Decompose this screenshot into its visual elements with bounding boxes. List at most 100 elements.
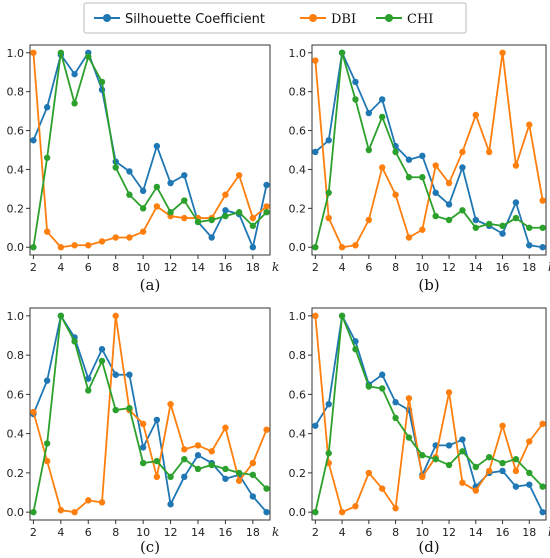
data-point-dbi [472, 487, 479, 494]
data-point-dbi [181, 446, 188, 453]
data-point-chi [419, 452, 426, 459]
data-point-dbi [392, 505, 399, 512]
data-point-silhouette-coefficient [432, 189, 439, 196]
data-point-chi [459, 448, 466, 455]
data-point-dbi [85, 242, 92, 249]
x-axis-label: k [272, 525, 279, 539]
data-point-chi [98, 78, 106, 86]
x-tick-label: 4 [339, 526, 346, 539]
data-point-chi [208, 461, 215, 469]
series-line-dbi [314, 315, 544, 514]
x-tick-label: 14 [191, 526, 205, 539]
data-point-dbi [181, 214, 188, 222]
chart-panel-d: 0.0 0.2 0.4 0.6 0.8 1.0 2 4 6 8 10 12 14 16 18 k (d) [289, 307, 550, 556]
chart-panel-c: 0.0 0.2 0.4 0.6 0.8 1.0 2 4 6 8 10 12 14 16 18 k (c) [7, 307, 279, 556]
data-point-chi [85, 53, 92, 60]
data-point-dbi [405, 234, 413, 241]
data-point-silhouette-coefficient [352, 78, 359, 86]
y-tick-label: 1.0 [7, 47, 25, 60]
data-point-silhouette-coefficient [539, 508, 546, 516]
data-point-dbi [43, 457, 51, 465]
data-point-dbi [167, 400, 174, 408]
data-point-chi [325, 189, 332, 196]
data-point-chi [98, 357, 106, 365]
data-point-silhouette-coefficient [71, 70, 78, 78]
data-point-silhouette-coefficient [181, 172, 188, 179]
data-point-chi [249, 222, 257, 230]
data-point-silhouette-coefficient [249, 244, 257, 251]
data-point-silhouette-coefficient [325, 400, 332, 408]
x-tick-label: 12 [164, 261, 178, 274]
series-line-dbi [32, 314, 268, 514]
data-point-chi [419, 174, 426, 181]
y-tick-label: 0.6 [289, 125, 307, 138]
data-point-silhouette-coefficient [312, 422, 319, 429]
data-point-chi [352, 96, 359, 103]
data-point-silhouette-coefficient [325, 137, 332, 144]
data-point-chi [194, 465, 202, 473]
data-point-dbi [352, 242, 359, 249]
data-point-silhouette-coefficient [459, 164, 466, 171]
data-point-dbi [98, 238, 106, 245]
data-point-chi [338, 312, 346, 320]
x-tick-label: 12 [442, 526, 456, 539]
legend: Silhouette Coefficient DBI CHI [83, 2, 467, 34]
data-point-chi [526, 469, 533, 477]
data-point-dbi [539, 420, 546, 428]
data-point-dbi [71, 242, 78, 249]
data-point-dbi [539, 197, 546, 204]
data-point-silhouette-coefficient [392, 399, 399, 406]
legend-marker-dbi [309, 14, 317, 22]
x-tick-label: 18 [522, 526, 536, 539]
x-axis-label: k [548, 260, 550, 274]
data-point-silhouette-coefficient [222, 207, 229, 214]
y-tick-label: 0.2 [7, 202, 25, 215]
plot-frame [29, 44, 271, 256]
data-point-silhouette-coefficient [112, 371, 119, 378]
x-tick-label: 18 [522, 261, 536, 274]
data-point-silhouette-coefficient [139, 187, 147, 195]
data-point-dbi [139, 228, 147, 235]
data-point-dbi [85, 497, 92, 504]
data-point-dbi [263, 426, 270, 433]
legend-box [83, 2, 467, 34]
data-point-chi [392, 148, 399, 156]
data-point-silhouette-coefficient [405, 156, 413, 163]
data-point-silhouette-coefficient [98, 346, 106, 353]
data-point-dbi [419, 473, 426, 481]
data-point-chi [126, 191, 133, 198]
data-point-dbi [419, 226, 426, 233]
data-point-chi [432, 212, 439, 220]
data-point-dbi [249, 459, 257, 467]
data-point-dbi [365, 469, 373, 477]
data-point-chi [85, 387, 92, 394]
data-point-chi [263, 209, 270, 216]
data-point-silhouette-coefficient [194, 452, 202, 459]
data-point-dbi [263, 203, 270, 210]
data-point-chi [512, 455, 520, 463]
panel-caption: (c) [140, 538, 160, 556]
plot-frame [29, 307, 271, 521]
data-point-dbi [379, 164, 386, 171]
data-point-chi [379, 385, 386, 392]
data-point-chi [539, 224, 546, 231]
data-point-dbi [71, 508, 78, 516]
data-point-dbi [338, 244, 346, 251]
y-tick-label: 0.6 [7, 125, 25, 138]
data-point-chi [352, 346, 359, 353]
data-point-chi [432, 455, 439, 463]
data-point-dbi [485, 148, 493, 156]
series-line-silhouette-coefficient [314, 314, 544, 513]
data-point-silhouette-coefficient [249, 493, 257, 500]
data-point-dbi [153, 473, 161, 481]
data-point-chi [312, 244, 319, 251]
data-point-dbi [432, 162, 439, 169]
data-point-chi [405, 434, 413, 441]
y-tick-label: 0.0 [289, 506, 307, 519]
data-point-dbi [485, 467, 493, 475]
data-point-chi [194, 218, 202, 226]
y-tick-label: 1.0 [7, 310, 25, 323]
data-point-chi [485, 220, 493, 228]
data-point-chi [153, 183, 161, 191]
data-point-silhouette-coefficient [379, 371, 386, 378]
